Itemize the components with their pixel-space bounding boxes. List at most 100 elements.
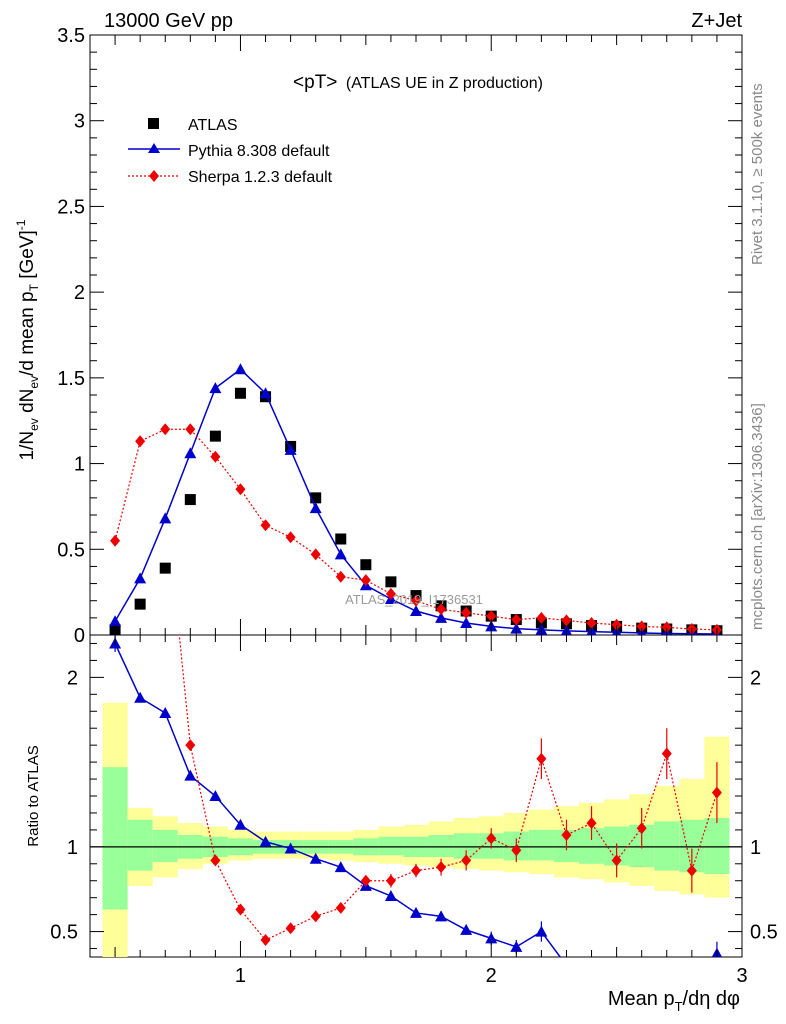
- main-point-atlas: [134, 598, 146, 610]
- main-point-sherpa: [135, 435, 146, 448]
- ratio-point-pythia: [334, 861, 347, 873]
- ratio-point-sherpa: [636, 822, 647, 835]
- main-y-tick-label: 2.5: [57, 196, 85, 218]
- ratio-point-pythia: [410, 906, 422, 918]
- process-label: Z+Jet: [691, 10, 742, 32]
- ratio-point-pythia: [560, 959, 572, 970]
- main-point-pythia: [234, 363, 247, 375]
- ratio-point-pythia: [134, 691, 147, 703]
- main-point-sherpa: [285, 531, 296, 544]
- ratio-y-axis-title: Ratio to ATLAS: [25, 745, 42, 846]
- ratio-band-green: [127, 819, 153, 871]
- ratio-band-green: [378, 836, 404, 856]
- ratio-point-sherpa: [411, 864, 421, 877]
- legend-label-atlas: ATLAS: [188, 117, 238, 134]
- main-point-pythia: [284, 443, 297, 455]
- ratio-y-tick-label: 0.5: [50, 922, 78, 944]
- main-point-pythia: [309, 502, 322, 514]
- ratio-y-tick-label-right: 1: [750, 837, 761, 859]
- main-y-tick-label: 3: [74, 111, 85, 133]
- main-y-tick-label: 2: [74, 282, 85, 304]
- ratio-point-sherpa: [461, 854, 472, 867]
- main-point-sherpa: [486, 610, 497, 623]
- ratio-point-sherpa: [436, 861, 447, 874]
- ratio-point-sherpa: [185, 739, 196, 752]
- main-point-sherpa: [360, 574, 371, 587]
- x-tick-label: 3: [736, 965, 747, 987]
- legend-marker-sherpa: [149, 170, 159, 182]
- energy-label: 13000 GeV pp: [104, 10, 233, 32]
- main-point-sherpa: [310, 548, 321, 561]
- main-point-pythia: [209, 382, 222, 394]
- ratio-y-tick-label-right: 2: [750, 667, 761, 689]
- ratio-point-pythia: [209, 790, 222, 801]
- legend-marker-atlas: [148, 118, 159, 129]
- main-point-pythia: [259, 387, 272, 399]
- chart-subtitle: (ATLAS UE in Z production): [346, 75, 543, 92]
- mcplots-credit-label: mcplots.cern.ch [arXiv:1306.3436]: [749, 403, 766, 630]
- analysis-watermark: ATLAS_2019_I1736531: [345, 592, 483, 607]
- main-point-sherpa: [461, 606, 472, 619]
- ratio-point-sherpa: [536, 752, 547, 765]
- ratio-point-pythia: [535, 925, 548, 937]
- main-point-pythia: [134, 572, 147, 584]
- ratio-y-tick-label: 2: [67, 667, 78, 689]
- legend-marker-pythia: [148, 143, 160, 153]
- chart-title: <pT>: [293, 72, 337, 93]
- ratio-point-sherpa: [686, 864, 697, 877]
- ratio-point-pythia: [234, 818, 247, 830]
- ratio-point-sherpa: [310, 910, 321, 923]
- main-point-sherpa: [210, 450, 221, 463]
- ratio-y-tick-label: 1: [67, 837, 78, 859]
- main-point-sherpa: [611, 618, 622, 631]
- ratio-point-pythia: [460, 923, 473, 935]
- ratio-point-sherpa: [360, 874, 371, 887]
- ratio-point-pythia: [384, 889, 397, 901]
- ratio-point-sherpa: [486, 832, 497, 845]
- main-point-sherpa: [385, 587, 396, 600]
- main-point-atlas: [360, 559, 372, 571]
- chart-title-line: <pT> (ATLAS UE in Z production): [293, 72, 543, 93]
- main-point-pythia: [159, 512, 172, 524]
- main-point-sherpa: [110, 534, 121, 547]
- ratio-point-sherpa: [661, 747, 672, 760]
- main-y-tick-label: 1: [74, 454, 85, 476]
- legend: ATLAS Pythia 8.308 default Sherpa 1.2.3 …: [128, 117, 333, 186]
- ratio-point-sherpa: [235, 903, 246, 916]
- main-point-sherpa: [636, 620, 647, 633]
- main-point-atlas: [385, 576, 397, 588]
- main-point-pythia: [109, 615, 122, 627]
- ratio-point-sherpa: [586, 817, 597, 830]
- main-point-atlas: [234, 387, 246, 399]
- legend-label-sherpa: Sherpa 1.2.3 default: [188, 169, 333, 186]
- main-point-pythia: [184, 447, 197, 459]
- ratio-point-pythia: [259, 835, 272, 847]
- ratio-y-tick-label-right: 0.5: [750, 922, 778, 944]
- ratio-band-green: [152, 829, 178, 863]
- ratio-point-sherpa: [561, 828, 572, 841]
- ratio-point-sherpa: [511, 844, 522, 857]
- ratio-point-sherpa: [285, 922, 296, 935]
- main-point-sherpa: [586, 617, 597, 629]
- ratio-point-pythia: [309, 852, 322, 864]
- rivet-version-label: Rivet 3.1.10, ≥ 500k events: [749, 83, 766, 265]
- ratio-point-sherpa: [210, 854, 221, 867]
- ratio-point-sherpa: [611, 854, 622, 867]
- ratio-point-pythia: [510, 940, 523, 952]
- main-point-pythia: [410, 605, 422, 616]
- main-y-tick-label: 0.5: [57, 539, 85, 561]
- main-point-sherpa: [160, 423, 171, 436]
- main-point-sherpa: [235, 483, 246, 496]
- ratio-band-green: [654, 821, 680, 871]
- ratio-point-sherpa: [385, 874, 396, 887]
- ratio-point-pythia: [435, 910, 448, 922]
- main-point-atlas: [184, 494, 196, 506]
- main-y-axis-title: 1/Nev dNev/d mean pT [GeV]-1: [14, 219, 41, 460]
- ratio-band-green: [528, 829, 554, 861]
- ratio-point-pythia: [284, 842, 297, 854]
- main-point-pythia: [435, 611, 448, 623]
- main-point-sherpa: [436, 603, 447, 616]
- main-y-tick-label: 3.5: [57, 25, 85, 47]
- ratio-point-sherpa: [260, 934, 271, 947]
